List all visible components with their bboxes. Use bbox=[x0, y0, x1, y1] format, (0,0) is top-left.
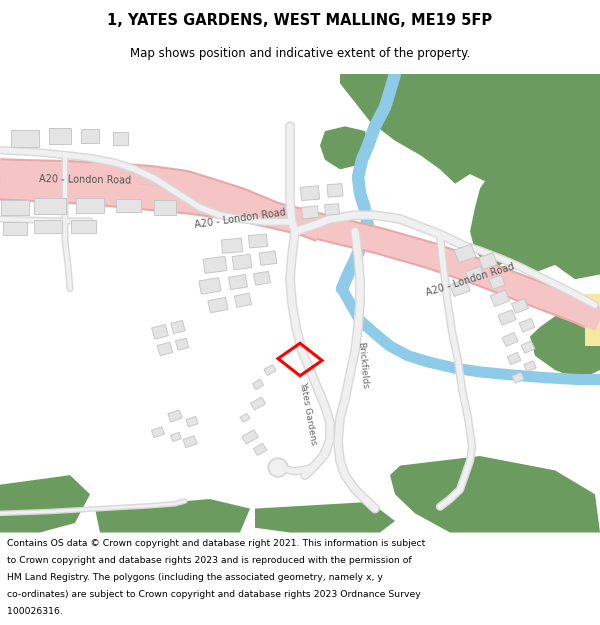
Bar bbox=[115, 199, 140, 212]
Bar bbox=[512, 372, 524, 383]
Bar bbox=[170, 432, 181, 441]
Bar bbox=[240, 413, 250, 422]
Bar bbox=[254, 271, 271, 285]
Polygon shape bbox=[255, 502, 395, 532]
Bar bbox=[502, 332, 518, 346]
Bar bbox=[1, 200, 29, 215]
Bar bbox=[511, 299, 529, 313]
Bar bbox=[259, 251, 277, 266]
Bar bbox=[325, 204, 340, 215]
Polygon shape bbox=[0, 475, 90, 532]
Polygon shape bbox=[470, 146, 600, 279]
Bar bbox=[49, 127, 71, 144]
Bar bbox=[327, 184, 343, 197]
Text: Yates Gardens: Yates Gardens bbox=[298, 381, 318, 446]
Bar bbox=[235, 293, 251, 308]
Text: A20 - London Road: A20 - London Road bbox=[39, 174, 131, 186]
Bar bbox=[507, 352, 521, 364]
Polygon shape bbox=[95, 499, 250, 532]
Bar bbox=[113, 132, 128, 146]
Polygon shape bbox=[585, 294, 600, 346]
Text: to Crown copyright and database rights 2023 and is reproduced with the permissio: to Crown copyright and database rights 2… bbox=[7, 556, 412, 565]
Bar bbox=[151, 427, 164, 438]
Bar bbox=[175, 338, 188, 350]
Bar bbox=[498, 310, 516, 325]
Bar bbox=[242, 430, 259, 444]
Text: A20 - London Road: A20 - London Road bbox=[424, 261, 515, 298]
Polygon shape bbox=[340, 74, 600, 189]
Bar bbox=[250, 397, 266, 410]
Circle shape bbox=[268, 458, 288, 477]
Bar bbox=[301, 186, 320, 201]
Bar bbox=[34, 220, 62, 233]
Text: Brickfields: Brickfields bbox=[356, 341, 370, 389]
Text: HM Land Registry. The polygons (including the associated geometry, namely x, y: HM Land Registry. The polygons (includin… bbox=[7, 573, 383, 582]
Bar bbox=[34, 198, 66, 214]
Bar bbox=[466, 266, 485, 282]
Bar bbox=[208, 297, 228, 313]
Bar bbox=[199, 278, 221, 294]
Text: 1, YATES GARDENS, WEST MALLING, ME19 5FP: 1, YATES GARDENS, WEST MALLING, ME19 5FP bbox=[107, 13, 493, 28]
Polygon shape bbox=[390, 456, 600, 532]
Circle shape bbox=[270, 460, 286, 475]
Bar bbox=[71, 221, 95, 233]
Bar bbox=[229, 274, 247, 289]
Bar bbox=[221, 238, 242, 253]
Bar bbox=[183, 436, 197, 447]
Polygon shape bbox=[320, 126, 370, 169]
Bar bbox=[81, 129, 99, 143]
Bar bbox=[11, 130, 39, 148]
Bar bbox=[489, 275, 505, 289]
Bar bbox=[232, 254, 252, 270]
Polygon shape bbox=[530, 312, 600, 379]
Bar bbox=[154, 201, 176, 215]
Bar bbox=[519, 318, 535, 332]
Bar bbox=[253, 379, 263, 389]
Bar bbox=[168, 410, 182, 422]
Bar bbox=[248, 234, 268, 248]
Bar bbox=[152, 324, 169, 339]
Bar bbox=[302, 206, 319, 219]
Bar bbox=[171, 321, 185, 334]
Bar bbox=[186, 416, 198, 427]
Bar bbox=[264, 365, 276, 375]
Bar bbox=[454, 244, 476, 262]
Bar bbox=[157, 342, 173, 356]
Bar bbox=[524, 361, 536, 372]
Bar bbox=[253, 443, 267, 455]
Bar bbox=[76, 199, 104, 212]
Text: A20 - London Road: A20 - London Road bbox=[194, 208, 286, 231]
Text: 100026316.: 100026316. bbox=[7, 608, 63, 616]
Text: Contains OS data © Crown copyright and database right 2021. This information is : Contains OS data © Crown copyright and d… bbox=[7, 539, 425, 548]
Text: Map shows position and indicative extent of the property.: Map shows position and indicative extent… bbox=[130, 47, 470, 59]
Bar bbox=[521, 341, 535, 353]
Bar bbox=[490, 290, 509, 306]
Bar bbox=[3, 222, 27, 235]
Bar bbox=[203, 256, 227, 274]
Bar bbox=[450, 279, 470, 296]
Bar bbox=[479, 253, 497, 269]
Text: co-ordinates) are subject to Crown copyright and database rights 2023 Ordnance S: co-ordinates) are subject to Crown copyr… bbox=[7, 590, 421, 599]
